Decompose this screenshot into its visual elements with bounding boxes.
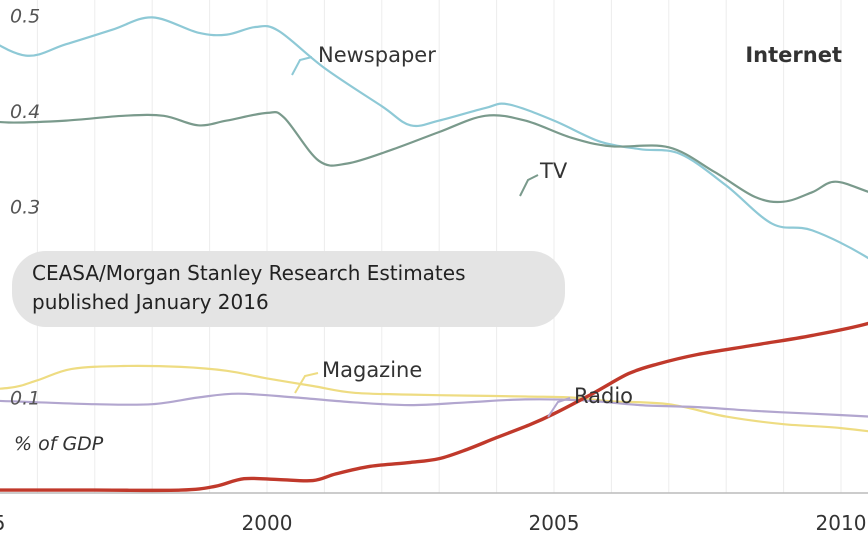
series-line-tv <box>0 110 868 204</box>
y-tick-labels: 0.1 0.3 0.4 0.5 <box>10 6 40 410</box>
x-tick-2010: 2010 <box>816 511 867 535</box>
series-label-newspaper: Newspaper <box>318 43 436 67</box>
leader-newspaper <box>291 56 313 76</box>
annotation-background <box>12 251 565 327</box>
source-annotation: CEASA/Morgan Stanley Research Estimates … <box>12 251 565 327</box>
series-line-magazine <box>0 364 868 433</box>
x-tick-2000: 2000 <box>242 511 293 535</box>
leader-magazine <box>294 372 319 394</box>
series-label-tv: TV <box>539 159 568 183</box>
series-lines <box>0 16 868 493</box>
annotation-line-1: CEASA/Morgan Stanley Research Estimates <box>32 261 466 285</box>
y-tick-0.1: 0.1 <box>10 388 40 410</box>
series-labels: Newspaper TV Internet Magazine Radio <box>291 43 842 418</box>
series-line-radio <box>0 392 868 418</box>
series-line-newspaper <box>0 16 868 260</box>
x-tick-labels: 199520002005201020152020 <box>0 511 867 535</box>
annotation-line-2: published January 2016 <box>32 290 269 314</box>
series-line-internet <box>0 321 868 493</box>
y-axis-label: % of GDP <box>14 433 104 455</box>
y-tick-0.3: 0.3 <box>10 197 40 219</box>
leader-radio <box>547 397 571 418</box>
vertical-gridlines <box>36 0 842 493</box>
y-tick-0.5: 0.5 <box>10 6 40 28</box>
series-label-magazine: Magazine <box>322 358 422 382</box>
series-label-internet: Internet <box>745 43 842 67</box>
x-tick-1995: 1995 <box>0 511 5 535</box>
series-label-radio: Radio <box>574 384 633 408</box>
x-tick-2005: 2005 <box>529 511 580 535</box>
leader-tv <box>519 174 539 197</box>
y-tick-0.4: 0.4 <box>10 101 40 123</box>
